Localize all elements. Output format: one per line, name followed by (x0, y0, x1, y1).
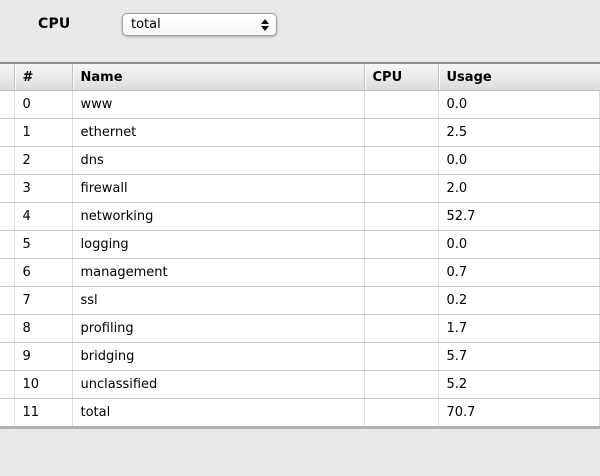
cell-cpu (364, 174, 439, 203)
cell-cpu (364, 230, 439, 259)
cell-name: unclassified (72, 370, 365, 399)
cell-usage: 0.0 (438, 230, 600, 259)
cell-name: profiling (72, 314, 365, 343)
cell-cpu (364, 146, 439, 175)
col-header-cpu[interactable]: CPU (363, 63, 438, 91)
table-row[interactable]: 6 management 0.7 (0, 258, 600, 287)
cell-number: 8 (14, 314, 73, 343)
cell-cpu (364, 398, 439, 428)
table-row[interactable]: 7 ssl 0.2 (0, 286, 600, 315)
cpu-label: CPU (38, 16, 71, 32)
select-up-down-arrows-icon (261, 18, 269, 31)
cell-spacer (0, 398, 15, 428)
cell-name: ethernet (72, 118, 365, 147)
cell-number: 2 (14, 146, 73, 175)
cell-number: 11 (14, 398, 73, 428)
table-row[interactable]: 10 unclassified 5.2 (0, 370, 600, 399)
cell-cpu (364, 286, 439, 315)
cell-spacer (0, 230, 15, 259)
cell-cpu (364, 342, 439, 371)
cell-number: 1 (14, 118, 73, 147)
table-row[interactable]: 4 networking 52.7 (0, 202, 600, 231)
cell-spacer (0, 118, 15, 147)
cpu-select[interactable]: total (122, 13, 277, 36)
cell-number: 3 (14, 174, 73, 203)
cell-name: management (72, 258, 365, 287)
cell-usage: 2.0 (438, 174, 600, 203)
cpu-selector-bar: CPU total (0, 0, 600, 62)
col-header-usage[interactable]: Usage (437, 63, 600, 91)
cell-cpu (364, 202, 439, 231)
table-row[interactable]: 3 firewall 2.0 (0, 174, 600, 203)
cell-name: dns (72, 146, 365, 175)
cell-number: 6 (14, 258, 73, 287)
col-header-name[interactable]: Name (71, 63, 364, 91)
cell-usage: 5.2 (438, 370, 600, 399)
cell-number: 7 (14, 286, 73, 315)
cell-spacer (0, 258, 15, 287)
cell-number: 9 (14, 342, 73, 371)
cell-spacer (0, 370, 15, 399)
cell-spacer (0, 90, 15, 119)
table-row[interactable]: 8 profiling 1.7 (0, 314, 600, 343)
cell-spacer (0, 202, 15, 231)
col-header-number[interactable]: # (13, 63, 72, 91)
cell-cpu (364, 314, 439, 343)
cell-spacer (0, 342, 15, 371)
cell-usage: 0.0 (438, 146, 600, 175)
cell-number: 10 (14, 370, 73, 399)
cell-spacer (0, 286, 15, 315)
cpu-usage-table: # Name CPU Usage 0 www 0.0 1 ethernet 2.5 2 dns… (0, 62, 600, 429)
cell-spacer (0, 314, 15, 343)
cell-usage: 5.7 (438, 342, 600, 371)
cell-name: firewall (72, 174, 365, 203)
cell-usage: 1.7 (438, 314, 600, 343)
cell-usage: 70.7 (438, 398, 600, 428)
table-row[interactable]: 11 total 70.7 (0, 398, 600, 428)
cell-usage: 0.7 (438, 258, 600, 287)
table-row[interactable]: 1 ethernet 2.5 (0, 118, 600, 147)
cell-usage: 0.0 (438, 90, 600, 119)
table-header-row: # Name CPU Usage (0, 63, 600, 91)
cell-number: 0 (14, 90, 73, 119)
table-row[interactable]: 9 bridging 5.7 (0, 342, 600, 371)
cell-cpu (364, 118, 439, 147)
cell-name: networking (72, 202, 365, 231)
cell-usage: 0.2 (438, 286, 600, 315)
cpu-select-value: total (131, 17, 161, 32)
cell-number: 4 (14, 202, 73, 231)
cell-spacer (0, 146, 15, 175)
cell-usage: 2.5 (438, 118, 600, 147)
table-body: 0 www 0.0 1 ethernet 2.5 2 dns 0.0 3 firewall 2.0 4 n… (0, 90, 600, 428)
cell-usage: 52.7 (438, 202, 600, 231)
cell-name: ssl (72, 286, 365, 315)
cell-cpu (364, 370, 439, 399)
col-header-spacer (0, 63, 14, 91)
table-row[interactable]: 5 logging 0.0 (0, 230, 600, 259)
cell-name: total (72, 398, 365, 428)
table-row[interactable]: 2 dns 0.0 (0, 146, 600, 175)
cell-cpu (364, 258, 439, 287)
cell-cpu (364, 90, 439, 119)
cell-name: bridging (72, 342, 365, 371)
arrow-down-icon (261, 25, 269, 31)
arrow-up-icon (261, 18, 269, 24)
cell-name: logging (72, 230, 365, 259)
cell-number: 5 (14, 230, 73, 259)
cell-spacer (0, 174, 15, 203)
cell-name: www (72, 90, 365, 119)
table-row[interactable]: 0 www 0.0 (0, 90, 600, 119)
